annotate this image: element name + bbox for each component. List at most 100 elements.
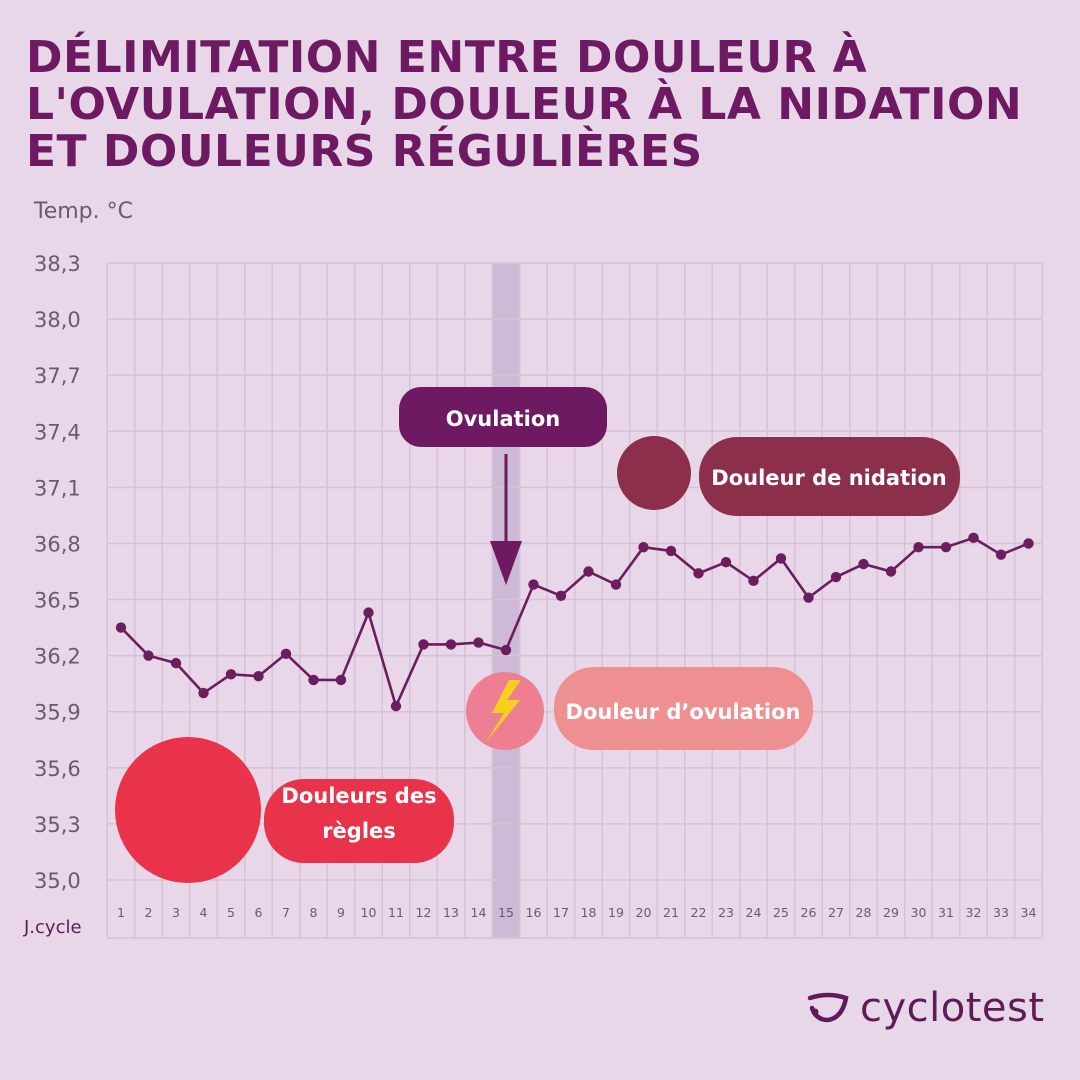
x-tick-label: 4 xyxy=(200,905,208,920)
x-tick-label: 30 xyxy=(911,905,927,920)
data-point xyxy=(1023,538,1034,549)
data-point xyxy=(335,674,347,686)
data-point xyxy=(995,549,1007,560)
x-tick-label: 27 xyxy=(828,905,844,920)
regles-label-line-2: règles xyxy=(322,819,396,843)
annotations: Ovulation Douleur de nidation Douleur d’… xyxy=(115,387,960,883)
y-tick-label: 35,3 xyxy=(34,813,81,837)
brand-name: cyclotest xyxy=(860,985,1045,1031)
x-axis-label: J.cycle xyxy=(23,917,82,938)
cyclotest-logo-icon xyxy=(807,992,849,1023)
y-tick-label: 36,5 xyxy=(34,589,81,613)
x-tick-label: 28 xyxy=(856,905,872,920)
y-tick-label: 35,9 xyxy=(34,701,81,725)
data-point xyxy=(308,674,319,686)
y-tick-label: 38,3 xyxy=(34,252,81,276)
title-line-2: L'OVULATION, DOULEUR À LA NIDATION xyxy=(26,79,1023,130)
data-point xyxy=(665,545,677,557)
y-tick-label: 35,6 xyxy=(34,757,81,781)
regles-label-box xyxy=(264,779,454,863)
data-point xyxy=(528,579,539,590)
data-point xyxy=(913,541,924,553)
x-tick-label: 31 xyxy=(938,905,954,920)
nidation-pain-dot xyxy=(617,436,691,510)
x-tick-label: 2 xyxy=(145,905,153,920)
y-tick-label: 35,0 xyxy=(34,869,81,893)
x-tick-label: 24 xyxy=(746,905,762,920)
x-tick-label: 5 xyxy=(227,905,235,920)
brand: cyclotest xyxy=(806,985,1045,1031)
x-tick-label: 16 xyxy=(526,905,542,920)
x-tick-label: 26 xyxy=(801,905,817,920)
data-point xyxy=(720,556,732,568)
data-point xyxy=(940,541,952,553)
title-line-1: DÉLIMITATION ENTRE DOULEUR À xyxy=(26,32,868,83)
x-tick-label: 21 xyxy=(663,905,679,920)
x-tick-label: 10 xyxy=(361,905,377,920)
y-axis-ticks: 38,3 38,0 37,7 37,4 37,1 36,8 36,5 36,2 35,9 35,6… xyxy=(34,252,81,893)
data-point xyxy=(363,607,374,618)
data-point xyxy=(968,532,979,544)
x-tick-label: 19 xyxy=(608,905,624,920)
x-tick-label: 17 xyxy=(553,905,569,920)
ovulation-band-layer xyxy=(492,263,520,938)
y-tick-label: 37,1 xyxy=(34,476,81,500)
x-tick-label: 6 xyxy=(255,905,263,920)
x-tick-label: 1 xyxy=(117,905,125,920)
lightning-icon xyxy=(486,680,521,742)
data-point xyxy=(775,553,787,564)
x-tick-label: 34 xyxy=(1021,905,1037,920)
x-tick-label: 3 xyxy=(172,905,180,920)
y-tick-label: 37,4 xyxy=(34,420,81,444)
data-point xyxy=(885,566,897,577)
data-point xyxy=(198,687,209,699)
x-tick-label: 18 xyxy=(581,905,597,920)
data-point xyxy=(858,558,869,570)
data-point xyxy=(803,592,814,603)
x-tick-label: 14 xyxy=(471,905,487,920)
data-point xyxy=(693,568,704,579)
x-tick-label: 12 xyxy=(416,905,432,920)
x-tick-label: 32 xyxy=(966,905,982,920)
x-tick-label: 29 xyxy=(883,905,899,920)
x-axis-ticks: 1 2 3 4 5 6 7 8 9 10 11 12 13 14 15 16 17 18 19 20 21 22 23 24 2… xyxy=(117,905,1036,920)
x-tick-label: 20 xyxy=(636,905,652,920)
data-point xyxy=(170,657,182,669)
data-point xyxy=(390,700,402,712)
data-point xyxy=(610,579,622,590)
x-tick-label: 23 xyxy=(718,905,734,920)
y-axis-label: Temp. °C xyxy=(33,199,133,224)
y-tick-label: 36,2 xyxy=(34,645,81,669)
x-tick-label: 9 xyxy=(337,905,345,920)
regles-label-line-1: Douleurs des xyxy=(281,784,436,808)
x-tick-label: 13 xyxy=(443,905,459,920)
nidation-label-box xyxy=(699,437,960,516)
x-tick-label: 15 xyxy=(498,905,514,920)
ovulation-band xyxy=(492,263,520,938)
data-point xyxy=(638,541,649,553)
data-point xyxy=(583,566,594,577)
data-point xyxy=(473,637,484,648)
ovulation-pain-label-box xyxy=(554,667,813,750)
x-tick-label: 33 xyxy=(993,905,1009,920)
data-point xyxy=(253,671,264,682)
ovulation-label: Ovulation xyxy=(446,407,560,431)
data-point xyxy=(115,622,127,633)
y-tick-label: 38,0 xyxy=(34,308,81,332)
data-point xyxy=(280,648,292,659)
ovulation-pain-label: Douleur d’ovulation xyxy=(566,700,801,724)
data-point xyxy=(830,571,842,583)
x-tick-label: 7 xyxy=(282,905,290,920)
temperature-series xyxy=(115,532,1034,712)
x-tick-label: 8 xyxy=(310,905,318,920)
data-point xyxy=(500,644,512,656)
x-tick-label: 22 xyxy=(691,905,707,920)
nidation-label: Douleur de nidation xyxy=(711,466,946,490)
data-point xyxy=(143,650,154,661)
y-tick-label: 36,8 xyxy=(34,532,81,556)
data-point xyxy=(418,639,429,650)
x-tick-label: 25 xyxy=(773,905,789,920)
data-point xyxy=(445,639,457,650)
temperature-line xyxy=(120,536,1029,708)
